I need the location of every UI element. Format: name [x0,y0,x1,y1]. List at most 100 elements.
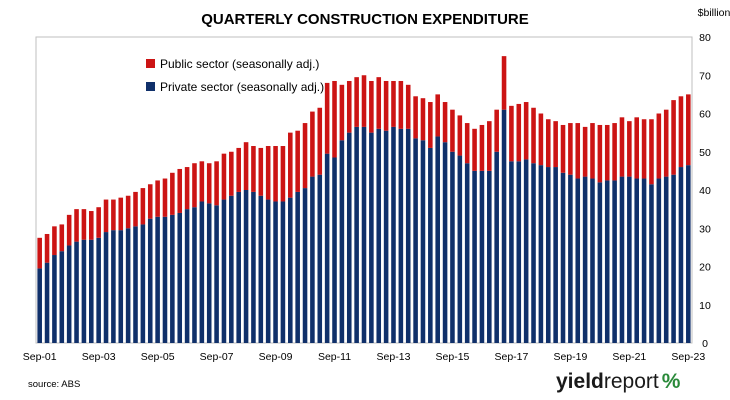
bar-public-Jun-22 [649,119,654,185]
bar-private-Sep-19 [568,174,573,343]
bar-public-Sep-17 [509,105,514,162]
bar-public-Jun-17 [501,56,507,110]
bar-public-Jun-08 [236,147,241,192]
bar-private-Jun-12 [354,126,359,343]
bar-public-Mar-02 [52,226,57,256]
bar-public-Dec-09 [280,146,286,202]
bar-private-Jun-17 [501,109,507,344]
bar-public-Sep-18 [538,113,544,166]
bar-private-Dec-06 [192,207,197,343]
bar-public-Mar-19 [553,121,558,168]
logo-word-a: yield [556,370,604,393]
brand-logo: yieldreport% [556,370,681,393]
x-tick-label: Sep-23 [671,351,705,363]
bar-private-Sep-23 [686,165,691,343]
legend-swatch-private [146,82,155,91]
bar-public-Dec-15 [457,115,463,156]
bar-public-Mar-04 [111,199,116,231]
bar-public-Dec-14 [428,102,433,148]
bar-public-Dec-11 [339,84,345,141]
bar-public-Sep-05 [155,180,160,217]
bar-private-Sep-07 [214,205,219,343]
x-tick-label: Sep-05 [141,351,175,363]
x-tick-label: Sep-07 [200,351,234,363]
bar-public-Sep-14 [420,98,426,141]
bar-private-Dec-11 [339,140,345,343]
bar-public-Mar-06 [170,172,175,215]
bar-private-Jun-13 [383,130,389,343]
bar-private-Sep-08 [243,190,249,343]
bar-private-Dec-08 [251,191,256,343]
bar-public-Dec-03 [103,199,109,233]
y-tick-label: 50 [699,147,711,159]
bar-public-Jun-02 [59,224,65,252]
bar-private-Jun-22 [649,184,654,343]
bar-private-Mar-18 [523,159,529,343]
bar-public-Jun-15 [442,102,448,143]
bar-public-Jun-23 [678,96,684,168]
x-tick-label: Sep-21 [612,351,646,363]
legend-label-private: Private sector (seasonally adj.) [160,80,324,94]
bar-public-Mar-16 [464,123,470,164]
bar-public-Dec-07 [221,153,227,200]
legend-label-public: Public sector (seasonally adj.) [160,57,319,71]
y-tick-label: 0 [702,338,708,350]
bar-private-Mar-23 [671,174,676,343]
bar-public-Jun-03 [89,211,94,240]
bar-private-Jun-19 [560,172,566,343]
bar-public-Jun-04 [118,197,124,231]
bar-public-Sep-15 [450,109,455,152]
bar-private-Dec-14 [428,147,433,343]
bar-private-Dec-07 [221,199,227,343]
bar-private-Dec-04 [133,226,138,343]
bar-private-Mar-06 [170,214,175,343]
bar-private-Jun-05 [147,218,153,343]
bar-private-Sep-13 [391,126,396,343]
bar-private-Mar-08 [229,195,234,343]
legend: Public sector (seasonally adj.) Private … [146,57,324,94]
bar-private-Jun-04 [118,230,124,343]
bar-private-Mar-10 [288,197,293,343]
bar-private-Dec-15 [457,155,463,343]
bar-private-Sep-20 [597,182,603,343]
bar-private-Mar-21 [612,180,617,343]
bar-public-Jun-05 [147,184,153,219]
bar-public-Jun-12 [354,77,359,127]
bar-public-Sep-02 [66,214,72,246]
bar-private-Mar-22 [641,178,647,343]
bar-private-Jun-10 [295,191,300,343]
bar-public-Jun-14 [413,96,418,139]
bar-private-Jun-02 [59,251,65,343]
bar-private-Jun-16 [472,170,477,344]
bar-private-Dec-19 [575,178,581,343]
y-axis-ticks: 0 10 20 30 40 50 60 70 80 [699,32,711,350]
bar-private-Mar-04 [111,230,116,343]
bar-private-Mar-02 [52,255,57,343]
bar-public-Mar-17 [494,109,499,152]
bar-public-Dec-08 [251,146,256,192]
bar-public-Jun-21 [619,117,625,177]
bar-private-Jun-03 [89,239,94,343]
bar-private-Dec-10 [310,176,315,343]
bar-private-Jun-07 [206,203,212,343]
bar-private-Dec-13 [398,128,404,343]
bar-private-Dec-21 [634,178,639,343]
bar-public-Mar-03 [81,209,87,240]
y-tick-label: 10 [699,300,711,312]
bar-private-Mar-03 [81,239,87,343]
bar-private-Sep-16 [479,170,485,344]
bar-private-Mar-19 [553,167,558,343]
bar-public-Mar-15 [435,94,440,137]
bar-public-Sep-19 [568,123,573,175]
bar-private-Jun-15 [442,142,448,343]
y-axis-unit-label: $billion [698,7,730,19]
bar-private-Jun-06 [177,212,183,343]
bar-public-Dec-05 [162,178,168,217]
bar-public-Sep-07 [214,161,219,206]
bar-public-Dec-18 [545,119,551,168]
bar-public-Sep-01 [37,237,42,269]
x-tick-label: Sep-01 [23,351,57,363]
bar-public-Sep-04 [125,195,131,229]
x-tick-label: Sep-03 [82,351,116,363]
bar-public-Mar-07 [199,161,205,202]
